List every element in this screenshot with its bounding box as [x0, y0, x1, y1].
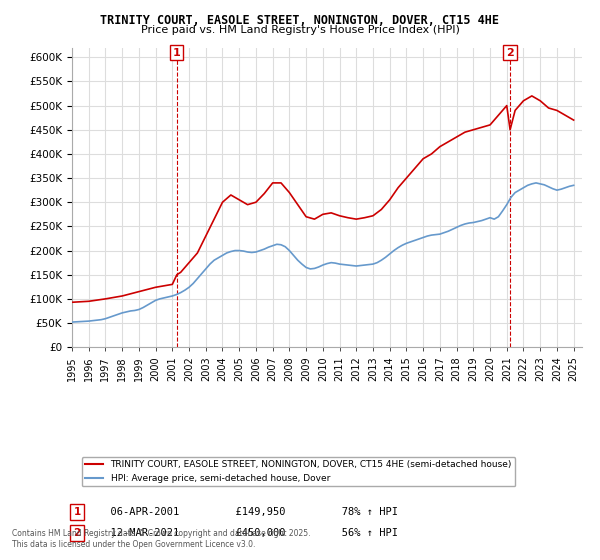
Text: 06-APR-2001         £149,950         78% ↑ HPI: 06-APR-2001 £149,950 78% ↑ HPI	[97, 507, 398, 517]
Text: Price paid vs. HM Land Registry's House Price Index (HPI): Price paid vs. HM Land Registry's House …	[140, 25, 460, 35]
Text: Contains HM Land Registry data © Crown copyright and database right 2025.
This d: Contains HM Land Registry data © Crown c…	[12, 529, 311, 549]
Text: 2: 2	[506, 48, 514, 58]
Text: 12-MAR-2021         £450,000         56% ↑ HPI: 12-MAR-2021 £450,000 56% ↑ HPI	[97, 528, 398, 538]
Text: 1: 1	[73, 507, 81, 517]
Legend: TRINITY COURT, EASOLE STREET, NONINGTON, DOVER, CT15 4HE (semi-detached house), : TRINITY COURT, EASOLE STREET, NONINGTON,…	[82, 457, 515, 487]
Text: 2: 2	[73, 528, 81, 538]
Text: TRINITY COURT, EASOLE STREET, NONINGTON, DOVER, CT15 4HE: TRINITY COURT, EASOLE STREET, NONINGTON,…	[101, 14, 499, 27]
Text: 1: 1	[173, 48, 181, 58]
